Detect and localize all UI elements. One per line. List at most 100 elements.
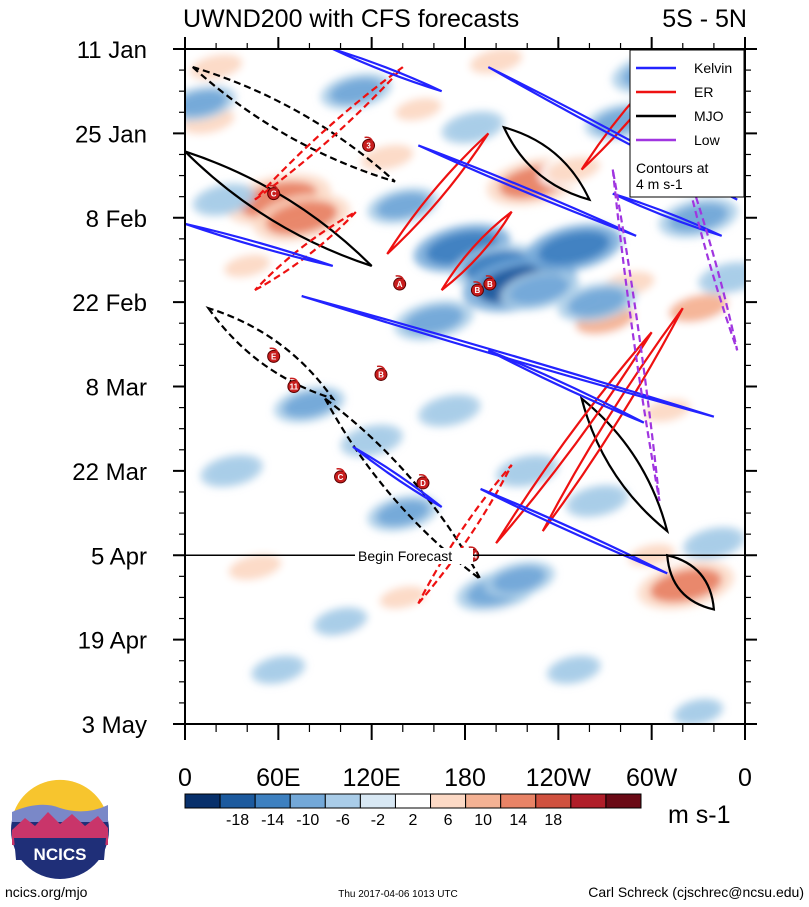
legend: Kelvin ER MJO Low Contours at 4 m s-1 [629,49,745,198]
footer-center: Thu 2017-04-06 1013 UTC [338,889,458,900]
storm-marker-disc [393,277,407,291]
storm-marker-0: C [267,184,281,201]
anomaly-core-21 [469,49,523,74]
storm-marker-disc [362,138,376,152]
logo-base [14,838,106,860]
low-contour-0 [611,169,661,502]
colorbar-bin-4 [324,793,361,809]
storm-marker-9: D [416,474,430,490]
anomaly-core-25 [510,275,570,305]
legend-label-mjo: MJO [694,108,724,124]
storm-marker-arm [473,281,483,287]
legend-box [629,49,745,198]
colorbar-label: 18 [544,812,562,829]
low-contour-1 [681,157,739,351]
colorbar-bin-9 [500,793,537,809]
x-tick-label: 60E [256,764,300,792]
er-contour-4 [495,331,653,544]
storm-marker-4: B [483,275,497,291]
kelvin-contour-5 [487,349,645,424]
kelvin-contour-0 [332,49,443,93]
er-contour-6 [417,464,513,605]
mjo-contour-6 [666,553,716,611]
anomaly-core-45 [493,566,546,593]
anomaly-core-50 [679,702,717,722]
y-tick-label: 8 Mar [86,375,147,402]
storm-marker-1: 3 [362,136,376,152]
mjo-contour-3 [205,306,336,401]
legend-label-kelvin: Kelvin [694,60,732,76]
forecast-label-bg [355,548,473,564]
kelvin-contour-8 [612,192,723,237]
mjo-contour-4 [192,66,396,183]
storm-marker-label: 11 [290,383,299,392]
anomaly-core-41 [376,500,430,526]
mjo-contour-0 [185,150,373,268]
storm-marker-disc [483,277,497,291]
kelvin-contour-7 [480,487,668,575]
x-tick-label: 0 [738,764,752,792]
mjo-contour-5 [579,395,670,535]
anomaly-core-26 [538,231,610,265]
storm-marker-arm [485,275,495,281]
kelvin-contour-2 [417,144,637,237]
kelvin-contour-3 [185,222,334,268]
kelvin-contour-6 [352,445,443,508]
storm-marker-label: B [378,370,384,379]
anomaly-core-5 [360,144,414,171]
storm-marker-disc [374,367,388,381]
units-label: m s-1 [668,801,731,829]
colorbar-bin-2 [254,793,291,809]
anomaly-core-48 [258,659,299,680]
colorbar-bin-6 [394,793,432,809]
colorbar-bin-1 [219,793,256,809]
storm-marker-3: B [470,281,484,297]
colorbar-label: -6 [336,812,350,829]
storm-marker-arm [269,184,279,190]
footer-right: Carl Schreck (cjschrec@ncsu.edu) [588,884,804,900]
storm-marker-disc [334,470,348,484]
colorbar: -18 -14 -10 -6 -2 2 6 10 14 18 [184,793,642,829]
colorbar-label: -14 [261,812,284,829]
anomaly-core-40 [426,399,473,423]
x-tick-label: 120E [342,764,400,792]
colorbar-bin-12 [605,793,642,809]
anomaly-core-47 [690,531,738,555]
chart-title: UWND200 with CFS forecasts [183,5,519,33]
colorbar-bin-8 [465,793,502,809]
storm-marker-arm [395,275,405,281]
colorbar-bin-0 [184,793,221,809]
anomaly-core-49 [553,659,594,680]
anomaly-core-19 [446,690,484,710]
mjo-contour-1 [501,125,592,202]
y-tick-label: 3 May [82,712,147,739]
anomaly-core-15 [379,585,426,609]
x-tick-label: 60W [626,764,678,792]
storm-markers: C3ABBEB11CD14 [267,136,497,562]
colorbar-bin-10 [535,793,572,809]
storm-marker-label: B [487,280,493,289]
storm-marker-2: A [393,275,407,291]
storm-marker-5: E [267,347,281,363]
legend-label-er: ER [694,84,713,100]
colorbar-label: 6 [444,812,453,829]
storm-marker-label: C [338,473,344,482]
anomaly-core-27 [567,287,627,317]
er-contour-0 [254,210,357,292]
kelvin-contour-4 [301,295,715,418]
x-tick-label: 0 [178,764,192,792]
storm-marker-label: A [397,280,403,289]
y-tick-label: 22 Feb [72,290,147,317]
colorbar-bin-7 [430,793,467,809]
colorbar-label: -2 [371,812,385,829]
forecast-label: Begin Forecast [358,548,452,564]
colorbar-bin-11 [570,793,607,809]
anomaly-core-36 [668,203,728,232]
anomaly-core-14 [228,554,282,581]
storm-marker-8: C [334,467,348,484]
anomaly-core-46 [574,489,621,513]
colorbar-bin-3 [289,793,326,809]
x-tick-label: 120W [526,764,592,792]
footer-left: ncics.org/mjo [5,884,88,900]
y-axis: 11 Jan 25 Jan 8 Feb 22 Feb 8 Mar 22 Mar 5 Apr 1… [72,37,757,739]
